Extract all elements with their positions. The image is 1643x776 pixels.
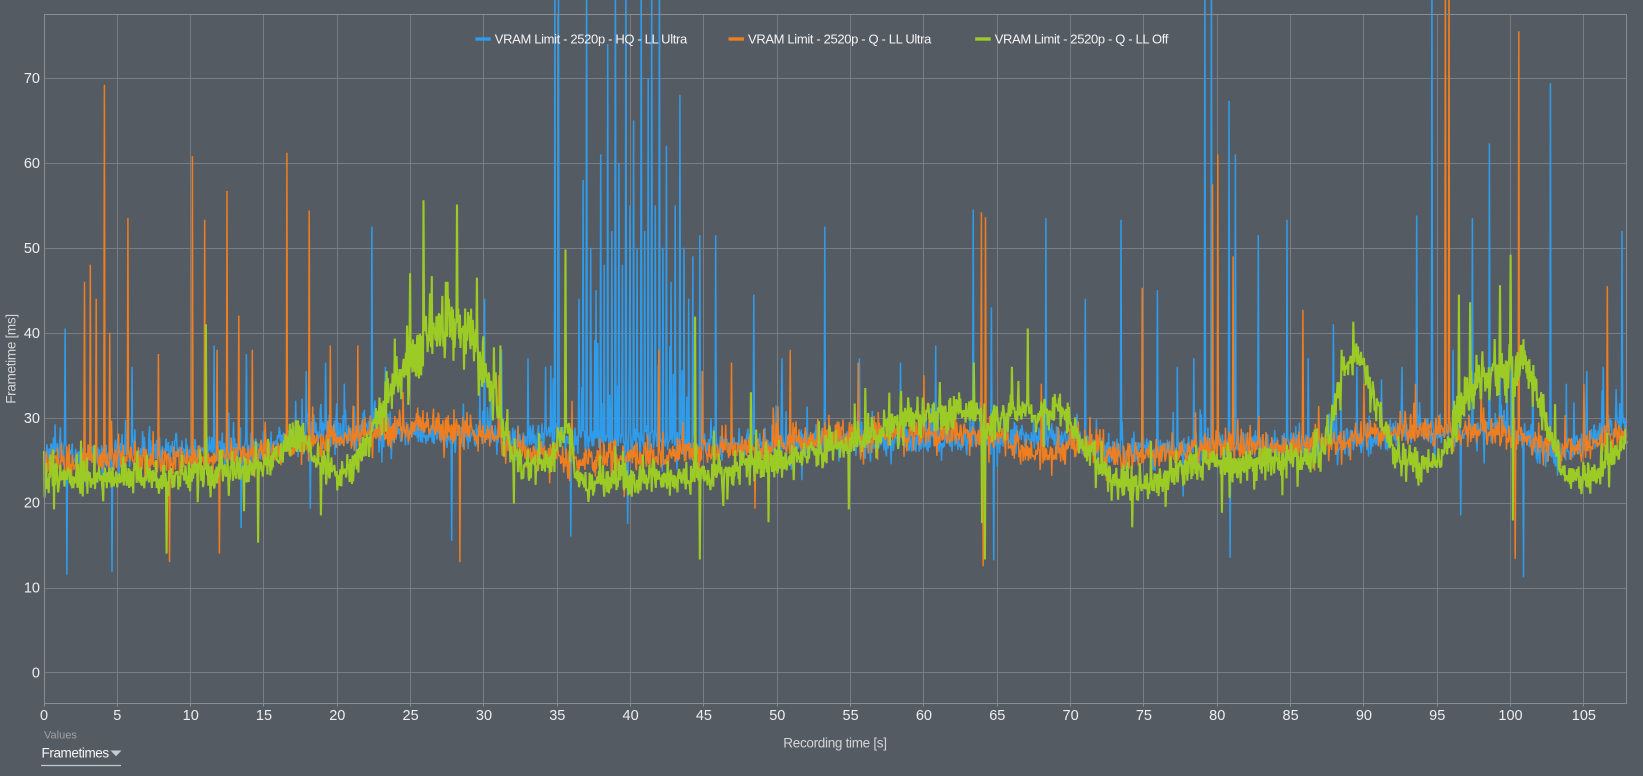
svg-text:65: 65 (989, 708, 1005, 724)
svg-text:90: 90 (1356, 708, 1372, 724)
svg-text:40: 40 (623, 708, 639, 724)
svg-text:85: 85 (1283, 708, 1299, 724)
svg-text:75: 75 (1136, 708, 1152, 724)
svg-text:VRAM Limit - 2520p - HQ - LL U: VRAM Limit - 2520p - HQ - LL Ultra (495, 31, 688, 46)
svg-text:60: 60 (916, 708, 932, 724)
svg-text:50: 50 (769, 708, 785, 724)
svg-text:70: 70 (24, 71, 40, 87)
svg-text:55: 55 (843, 708, 859, 724)
svg-text:0: 0 (32, 666, 40, 682)
svg-text:50: 50 (24, 241, 40, 257)
svg-text:VRAM Limit - 2520p - Q - LL Ul: VRAM Limit - 2520p - Q - LL Ultra (748, 31, 932, 46)
svg-text:10: 10 (183, 708, 199, 724)
svg-text:35: 35 (549, 708, 565, 724)
svg-text:Values: Values (44, 730, 77, 742)
svg-text:Frametime [ms]: Frametime [ms] (4, 314, 19, 404)
svg-text:5: 5 (113, 708, 121, 724)
svg-text:20: 20 (329, 708, 345, 724)
svg-text:Recording time [s]: Recording time [s] (783, 736, 886, 751)
svg-text:95: 95 (1429, 708, 1445, 724)
svg-text:10: 10 (24, 581, 40, 597)
svg-text:0: 0 (40, 708, 48, 724)
svg-text:45: 45 (696, 708, 712, 724)
svg-text:30: 30 (24, 411, 40, 427)
svg-text:105: 105 (1572, 708, 1596, 724)
svg-text:20: 20 (24, 496, 40, 512)
svg-text:80: 80 (1209, 708, 1225, 724)
svg-text:25: 25 (403, 708, 419, 724)
svg-text:100: 100 (1498, 708, 1522, 724)
svg-text:60: 60 (24, 156, 40, 172)
svg-text:40: 40 (24, 326, 40, 342)
svg-text:Frametimes: Frametimes (42, 746, 110, 761)
svg-text:30: 30 (476, 708, 492, 724)
svg-text:VRAM Limit - 2520p - Q - LL Of: VRAM Limit - 2520p - Q - LL Off (995, 31, 1169, 46)
svg-text:70: 70 (1063, 708, 1079, 724)
svg-text:15: 15 (256, 708, 272, 724)
